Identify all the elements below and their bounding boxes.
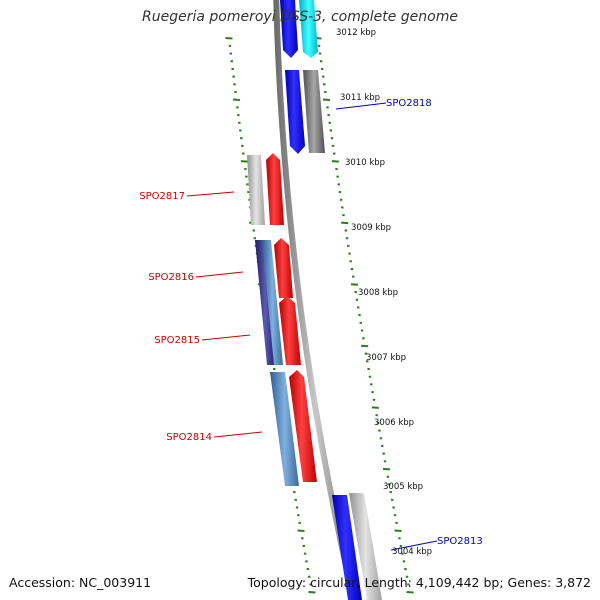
- leader-spo2815: [201, 334, 251, 341]
- tick-mark: [361, 344, 369, 348]
- gene-arrow-red-spo2815: [279, 296, 301, 365]
- kbp-label: 3006 kbp: [374, 418, 414, 428]
- gene-arrow-lightgrey-spo2813: [349, 493, 382, 600]
- kbp-label: 3009 kbp: [351, 223, 391, 233]
- gene-label-spo2818[interactable]: SPO2818: [386, 98, 432, 109]
- forward-features: [280, 0, 382, 600]
- right-tick-ring: [314, 37, 414, 594]
- gene-arrow-red-spo2816: [274, 238, 293, 298]
- gene-labels: SPO2818 SPO2817 SPO2816 SPO2815 SPO2814 …: [139, 98, 482, 547]
- gene-label-spo2817[interactable]: SPO2817: [139, 191, 185, 202]
- tick-mark: [240, 160, 248, 163]
- leader-spo2814: [213, 431, 263, 438]
- kbp-label: 3005 kbp: [383, 482, 423, 492]
- gene-navy-spo2816: [255, 240, 275, 365]
- tick-mark: [350, 283, 359, 286]
- leader-spo2818: [335, 102, 387, 110]
- tick-mark: [225, 37, 233, 40]
- genome-summary-text: Topology: circular; Length: 4,109,442 bp…: [247, 575, 591, 590]
- gene-label-spo2814[interactable]: SPO2814: [166, 432, 212, 443]
- leader-spo2813: [390, 540, 438, 551]
- leader-spo2817: [186, 191, 235, 197]
- label-leaders: [186, 102, 438, 551]
- tick-mark: [308, 591, 316, 594]
- gene-label-spo2815[interactable]: SPO2815: [154, 335, 200, 346]
- kbp-label: 3008 kbp: [358, 288, 398, 298]
- gene-arrow-blue-spo2818: [285, 70, 305, 154]
- tick-mark: [322, 98, 331, 102]
- tick-mark: [232, 98, 241, 102]
- tick-mark: [406, 591, 414, 594]
- gene-arrow-cyan: [299, 0, 318, 58]
- gene-arrow-red-spo2817: [266, 153, 284, 225]
- gene-label-spo2813[interactable]: SPO2813: [437, 536, 483, 547]
- gene-arrow-blue: [280, 0, 298, 58]
- kbp-label: 3011 kbp: [340, 93, 380, 103]
- gene-label-spo2816[interactable]: SPO2816: [148, 272, 194, 283]
- reverse-features: [247, 153, 317, 486]
- kbp-label: 3012 kbp: [336, 28, 376, 38]
- gene-arrow-red-spo2814: [289, 370, 317, 482]
- tick-mark: [382, 467, 391, 471]
- gene-arrow-blue-spo2813: [332, 495, 362, 600]
- leader-spo2816: [195, 271, 244, 278]
- tick-mark: [371, 406, 379, 409]
- tick-mark: [341, 221, 349, 225]
- kbp-label: 3007 kbp: [366, 353, 406, 363]
- kbp-label: 3010 kbp: [345, 158, 385, 168]
- map-title: Ruegeria pomeroyi DSS-3, complete genome: [142, 9, 458, 25]
- gene-arrow-grey: [303, 70, 325, 153]
- tick-mark: [394, 529, 402, 532]
- accession-text: Accession: NC_003911: [9, 575, 152, 590]
- gene-steel-spo2816: [262, 240, 283, 365]
- gene-steel-spo2814: [270, 372, 299, 486]
- tick-mark: [331, 160, 339, 163]
- kbp-label: 3004 kbp: [392, 547, 432, 557]
- gene-lightgrey-spo2817: [247, 155, 265, 225]
- kbp-labels: 3012 kbp 3011 kbp 3010 kbp 3009 kbp 3008…: [336, 28, 432, 557]
- tick-mark: [297, 529, 305, 532]
